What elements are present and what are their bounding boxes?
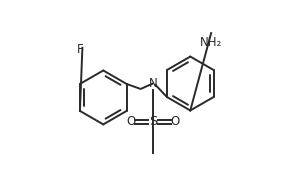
Text: NH₂: NH₂ <box>200 36 222 49</box>
Text: S: S <box>149 115 157 128</box>
Text: N: N <box>148 77 157 90</box>
Text: F: F <box>77 43 83 56</box>
Text: O: O <box>126 115 136 128</box>
Text: O: O <box>170 115 179 128</box>
